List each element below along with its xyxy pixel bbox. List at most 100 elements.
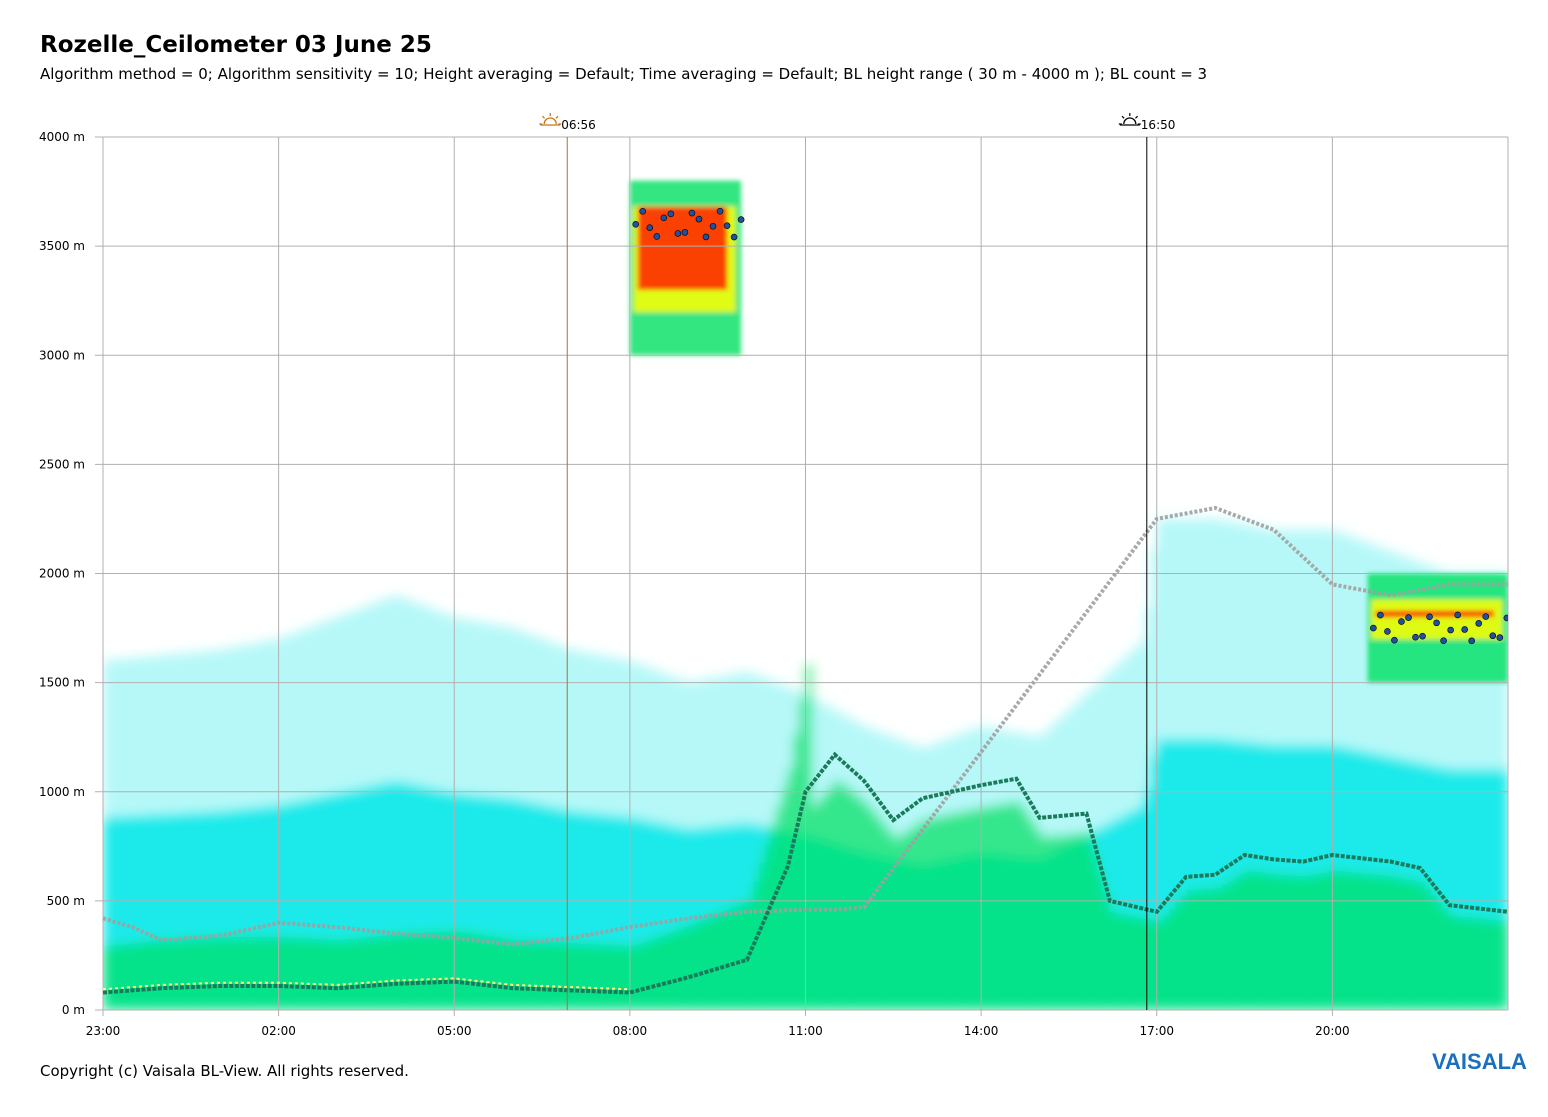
aerosol-column-high [413,933,420,1010]
aerosol-column-high [1320,872,1328,1010]
aerosol-column-mid [1133,810,1140,1010]
aerosol-column-high [951,813,959,1010]
aerosol-column-mid [635,819,643,1010]
aerosol-column-high [389,934,397,1010]
aerosol-column-high [208,937,215,1010]
aerosol-column-high [460,931,467,1010]
x-tick-label-2: 05:00 [437,1024,472,1038]
aerosol-column-high [1344,871,1351,1010]
aerosol-column-high [465,932,473,1010]
aerosol-column-mid [319,796,327,1010]
aerosol-column-high [986,806,994,1010]
aerosol-column-mid [629,818,637,1010]
aerosol-column-high [1121,914,1129,1010]
aerosol-column-high [1109,911,1117,1010]
aerosol-column-high [471,933,479,1010]
aerosol-column-high [1420,882,1427,1010]
aerosol-column-mid [583,813,590,1010]
cloud-base-marker [723,222,731,230]
aerosol-column-high [1022,810,1029,1010]
aerosol-column-mid [179,813,186,1010]
aerosol-column-high [302,938,309,1010]
aerosol-column-high [430,932,438,1010]
aerosol-column-high [1308,875,1316,1010]
aerosol-column-high [1045,836,1052,1010]
cloud-base-marker [1482,613,1490,620]
aerosol-column-mid [460,794,467,1010]
aerosol-column-mid [1174,739,1181,1010]
x-tick-label-5: 14:00 [964,1024,999,1038]
cloud-base-marker [688,209,696,217]
aerosol-column-high [1478,918,1486,1010]
aerosol-column-high [1221,884,1228,1010]
aerosol-column-high [823,793,830,1010]
cloud-base-marker [1475,620,1483,627]
aerosol-column-high [483,935,490,1010]
sunrise-icon-ray [542,115,546,119]
aerosol-column-high [114,945,122,1010]
aerosol-column-mid [126,816,133,1010]
aerosol-column-mid [430,789,438,1010]
x-tick-label-0: 23:00 [86,1024,121,1038]
aerosol-column-high [501,938,508,1010]
aerosol-column-high [665,933,672,1010]
sunset-icon-ray [1135,115,1139,119]
aerosol-column-mid [559,810,567,1010]
aerosol-column-high [559,942,567,1010]
aerosol-column-high [928,818,935,1010]
aerosol-column-high [343,939,350,1010]
aerosol-column-mid [647,822,654,1010]
vaisala-logo: VAISALA [1432,1049,1527,1074]
aerosol-column-high [518,940,526,1010]
aerosol-column-high [1197,889,1205,1010]
aerosol-column-high [1127,915,1134,1010]
aerosol-column-high [1232,877,1240,1010]
y-tick-label-4: 2000 m [39,567,85,581]
aerosol-column-high [249,937,256,1010]
aerosol-column-high [1437,902,1445,1010]
aerosol-column-high [647,939,654,1010]
aerosol-column-high [910,827,918,1010]
aerosol-column-mid [471,796,479,1010]
aerosol-column-mid [577,812,584,1010]
aerosol-column-high [852,794,859,1010]
aerosol-column-high [635,944,643,1010]
aerosol-column-mid [360,788,368,1010]
aerosol-column-mid [243,809,250,1010]
aerosol-column-mid [588,814,596,1010]
aerosol-column-mid [1221,740,1228,1010]
aerosol-column-mid [1461,769,1468,1010]
aerosol-column-high [653,937,660,1010]
aerosol-column-high [565,942,572,1010]
aerosol-column-mid [261,807,268,1010]
aerosol-column-high [629,946,637,1010]
aerosol-column-high [624,945,631,1010]
aerosol-column-mid [659,824,666,1010]
aerosol-column-high [729,907,736,1010]
aerosol-column-mid [378,784,385,1010]
aerosol-column-high [126,943,133,1010]
aerosol-column-high [1449,915,1456,1010]
aerosol-column-high [834,780,842,1010]
aerosol-column-high [266,937,274,1010]
aerosol-column-high [946,814,953,1010]
aerosol-column-high [1215,888,1222,1010]
aerosol-column-high [1086,833,1093,1010]
aerosol-column-high [202,938,209,1010]
aerosol-column-high [1139,917,1146,1010]
aerosol-column-mid [302,800,309,1010]
aerosol-column-mid [220,811,227,1010]
aerosol-column-high [705,917,713,1010]
aerosol-column-mid [307,799,315,1010]
aerosol-column-high [1303,876,1310,1010]
aerosol-column-high [454,930,461,1010]
aerosol-column-mid [419,787,426,1010]
aerosol-column-high [190,938,198,1010]
aerosol-column-high [1326,871,1333,1010]
cloud-base-marker [1370,624,1377,632]
aerosol-column-high [1074,834,1082,1010]
aerosol-column-high [741,902,748,1010]
aerosol-column-high [155,940,163,1010]
aerosol-column-high [618,945,625,1010]
bl-main-line [103,751,1508,995]
